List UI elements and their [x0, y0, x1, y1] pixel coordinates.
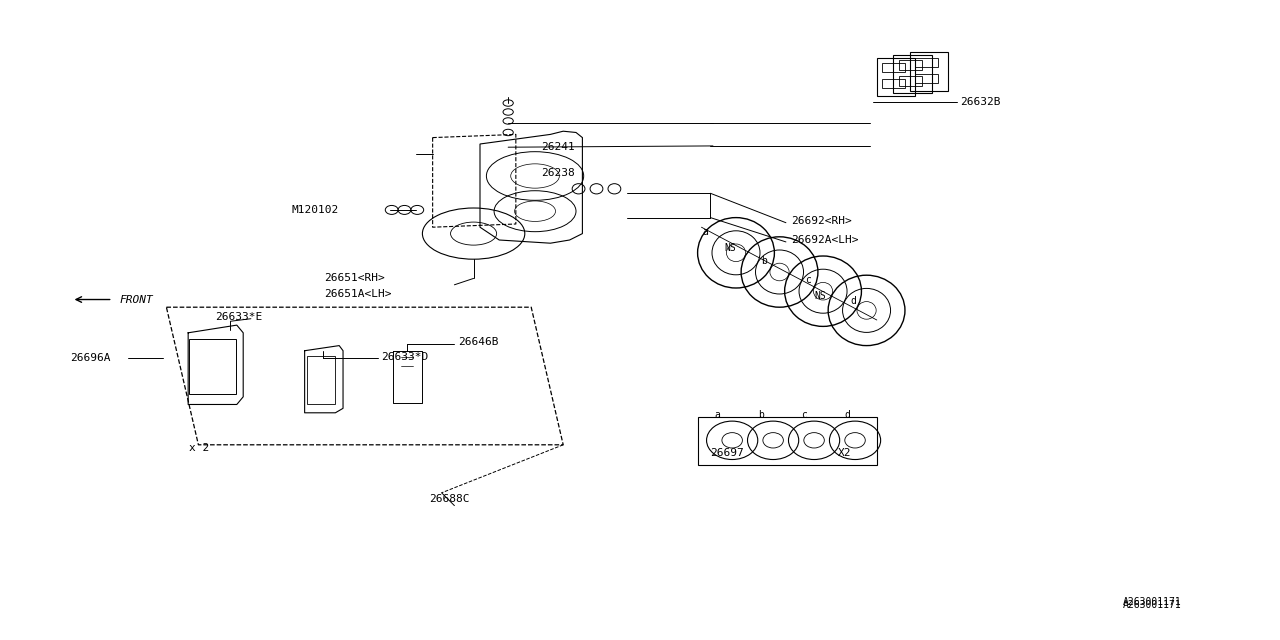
Text: M120102: M120102 [292, 205, 339, 215]
Bar [899, 76, 922, 86]
Text: c: c [805, 275, 812, 285]
Text: d: d [850, 296, 856, 306]
Text: a: a [703, 227, 709, 237]
Bar [915, 58, 938, 67]
Text: NS: NS [814, 291, 826, 301]
Text: X2: X2 [838, 448, 852, 458]
Text: NS: NS [724, 243, 736, 253]
Bar [899, 60, 922, 70]
Text: 26238: 26238 [541, 168, 575, 178]
Text: 26633*E: 26633*E [215, 312, 262, 322]
Text: FRONT: FRONT [119, 294, 152, 305]
Text: b: b [762, 256, 768, 266]
Text: b: b [758, 410, 764, 420]
Bar [882, 63, 905, 72]
Text: a: a [714, 410, 721, 420]
Text: 26646B: 26646B [458, 337, 499, 348]
Bar [307, 356, 335, 404]
Text: x 2: x 2 [189, 443, 210, 453]
Bar [915, 74, 938, 83]
Text: A263001171: A263001171 [1123, 596, 1181, 607]
Text: 26241: 26241 [541, 142, 575, 152]
Text: 26651<RH>: 26651<RH> [324, 273, 384, 284]
Text: d: d [845, 410, 851, 420]
Bar [882, 79, 905, 88]
Text: 26651A<LH>: 26651A<LH> [324, 289, 392, 300]
Text: 26697: 26697 [710, 448, 744, 458]
Text: 26692<RH>: 26692<RH> [791, 216, 851, 226]
Text: 26696A: 26696A [70, 353, 111, 364]
Bar [893, 55, 932, 93]
Text: A263001171: A263001171 [1123, 600, 1181, 610]
Text: 26632B: 26632B [960, 97, 1001, 108]
Bar [877, 58, 915, 96]
Bar [189, 339, 236, 394]
Text: 26692A<LH>: 26692A<LH> [791, 235, 859, 245]
Bar [698, 417, 877, 465]
Text: 26633*D: 26633*D [381, 352, 429, 362]
Bar [910, 52, 948, 91]
Text: 26688C: 26688C [429, 494, 470, 504]
Text: c: c [801, 410, 808, 420]
